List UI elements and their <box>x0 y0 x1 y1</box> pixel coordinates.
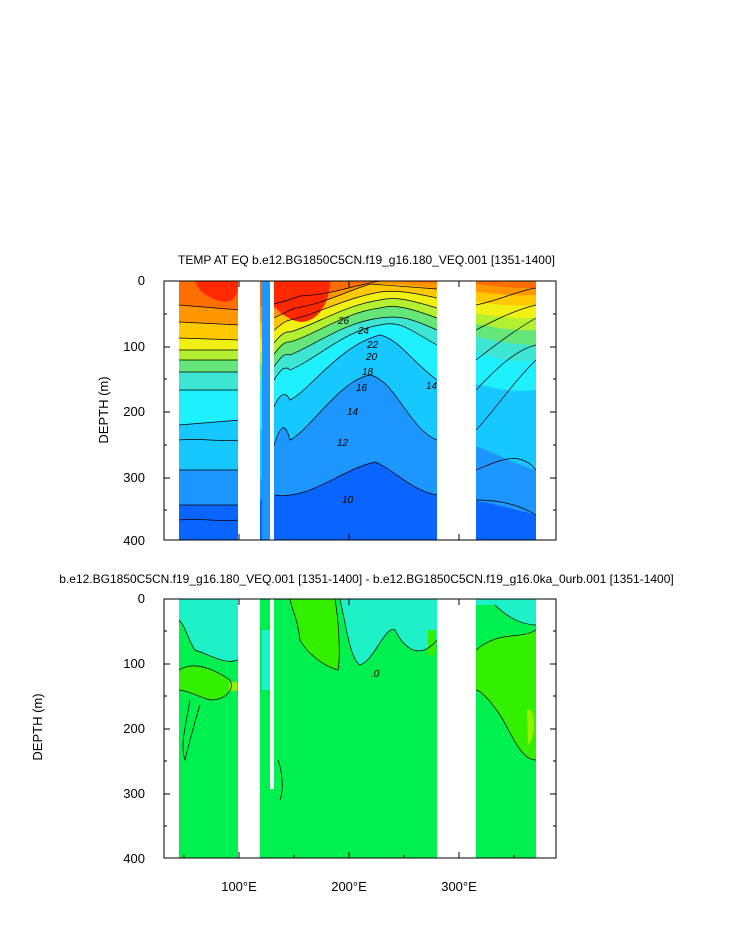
top-chart: 26 24 22 20 18 16 14 12 10 14 0 100 200 … <box>96 273 557 548</box>
bottom-positive-central <box>290 599 340 670</box>
top-contour-label-12: 12 <box>337 438 349 449</box>
xtick-200e: 200°E <box>331 879 367 894</box>
bottom-positive-patch <box>428 630 436 655</box>
top-contour-label-14: 14 <box>347 407 359 418</box>
bottom-contour-lines <box>179 599 536 801</box>
top-ytick-300: 300 <box>123 470 145 485</box>
bottom-ytick-400: 400 <box>123 851 145 866</box>
bottom-positive-far-east <box>476 630 536 760</box>
top-land-mask-1 <box>238 281 260 540</box>
top-contour-label-14-east: 14 <box>426 381 438 392</box>
bottom-negative-strait <box>262 630 270 690</box>
top-warm-pool-east <box>262 281 330 322</box>
xtick-100e: 100°E <box>221 879 257 894</box>
top-contour-label-24: 24 <box>357 326 370 337</box>
bottom-land-mask-3 <box>437 599 476 858</box>
top-contour-label-20: 20 <box>365 352 378 363</box>
top-plot-frame <box>163 280 557 541</box>
bottom-land-mask-1 <box>238 599 260 858</box>
top-temperature-field <box>179 281 536 540</box>
bottom-negative-east <box>340 599 437 665</box>
bottom-strong-positive-east <box>527 709 534 745</box>
top-strait-column <box>262 281 270 540</box>
bottom-ytick-200: 200 <box>123 721 145 736</box>
top-ytick-400: 400 <box>123 533 145 548</box>
top-contour-label-10: 10 <box>342 495 354 506</box>
top-chart-title: TEMP AT EQ b.e12.BG1850C5CN.f19_g16.180_… <box>178 253 555 267</box>
top-contour-label-22: 22 <box>366 340 379 351</box>
bottom-land-mask-2 <box>270 599 274 789</box>
top-contour-label-18: 18 <box>362 367 374 378</box>
bottom-strong-positive-west <box>229 682 237 691</box>
bottom-y-axis-label: DEPTH (m) <box>30 693 45 760</box>
xtick-300e: 300°E <box>441 879 477 894</box>
bottom-contour-label-zero: .0 <box>371 669 380 680</box>
top-y-axis-label: DEPTH (m) <box>96 376 111 443</box>
bottom-ytick-0: 0 <box>138 591 145 606</box>
bottom-ticks <box>164 598 556 858</box>
top-warm-pool-west <box>196 281 238 302</box>
top-ytick-0: 0 <box>138 273 145 288</box>
top-land-mask-2 <box>270 281 274 540</box>
bottom-chart-title: b.e12.BG1850C5CN.f19_g16.180_VEQ.001 [13… <box>59 572 674 586</box>
top-ticks <box>164 280 556 540</box>
top-contour-label-26: 26 <box>337 316 350 327</box>
top-ytick-200: 200 <box>123 404 145 419</box>
bottom-chart: .0 0 100 200 300 400 100°E 200°E 300°E D… <box>30 591 557 894</box>
bottom-ytick-300: 300 <box>123 786 145 801</box>
bottom-negative-west <box>179 599 238 662</box>
bottom-positive-west <box>179 665 232 700</box>
bottom-negative-far-east <box>476 599 536 625</box>
top-contour-label-16: 16 <box>356 383 368 394</box>
bottom-ytick-100: 100 <box>123 656 145 671</box>
top-ytick-100: 100 <box>123 339 145 354</box>
top-contour-lines <box>179 281 536 521</box>
top-land-mask-3 <box>437 281 476 540</box>
bottom-difference-field <box>179 599 536 858</box>
